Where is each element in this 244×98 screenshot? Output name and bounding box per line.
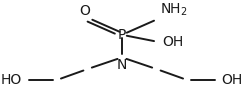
Text: OH: OH xyxy=(162,35,183,49)
Text: OH: OH xyxy=(222,73,243,87)
Text: NH$_2$: NH$_2$ xyxy=(160,2,188,18)
Text: N: N xyxy=(117,58,127,72)
Text: O: O xyxy=(80,4,91,18)
Text: P: P xyxy=(118,28,126,42)
Text: HO: HO xyxy=(1,73,22,87)
